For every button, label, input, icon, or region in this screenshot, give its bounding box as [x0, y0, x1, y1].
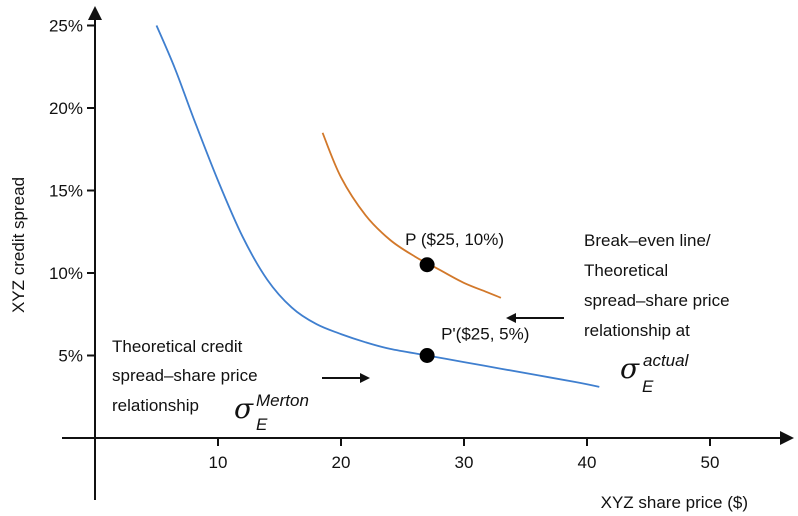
y-tick-label: 10%	[49, 264, 83, 283]
y-tick-label: 15%	[49, 182, 83, 201]
actual-sigma-subscript: E	[642, 377, 654, 396]
point-p-prime-marker	[419, 348, 435, 363]
merton-annotation-line1: Theoretical credit	[112, 337, 243, 356]
actual-sigma-superscript: actual	[643, 351, 690, 370]
merton-curve	[155, 25, 600, 388]
series-layer	[155, 25, 600, 388]
x-axis-arrow-icon	[780, 431, 794, 445]
breakeven-annotation-line2: Theoretical	[584, 261, 668, 280]
x-tick-label: 20	[332, 453, 351, 472]
points-layer: P ($25, 10%) P'($25, 5%)	[405, 230, 529, 363]
merton-annotation-line3: relationship	[112, 396, 199, 415]
point-p-label: P ($25, 10%)	[405, 230, 504, 249]
merton-annotation-line2: spread–share price	[112, 366, 258, 385]
y-tick-label: 20%	[49, 99, 83, 118]
actual-sigma-symbol: σ	[620, 352, 640, 385]
point-p-marker	[419, 257, 435, 273]
breakeven-annotation-line4: relationship at	[584, 321, 690, 340]
breakeven-annotation-line3: spread–share price	[584, 291, 730, 310]
y-tick-label: 5%	[58, 347, 83, 366]
y-axis-arrow-icon	[88, 6, 102, 20]
x-axis-title: XYZ share price ($)	[601, 493, 748, 512]
merton-sigma-superscript: Merton	[256, 391, 309, 410]
point-p-prime-label: P'($25, 5%)	[441, 325, 529, 344]
x-tick-label: 50	[701, 453, 720, 472]
y-tick-label: 25%	[49, 17, 83, 36]
axis-ticks: 10 20 30 40 50 5% 10% 15% 20% 25%	[49, 17, 719, 473]
merton-sigma-symbol: σ	[234, 392, 254, 425]
merton-sigma-subscript: E	[256, 415, 268, 434]
breakeven-annotation-line1: Break–even line/	[584, 231, 711, 250]
x-tick-label: 40	[578, 453, 597, 472]
x-tick-label: 10	[209, 453, 228, 472]
x-tick-label: 30	[455, 453, 474, 472]
y-axis-title: XYZ credit spread	[9, 177, 28, 313]
breakeven-curve	[321, 132, 502, 299]
